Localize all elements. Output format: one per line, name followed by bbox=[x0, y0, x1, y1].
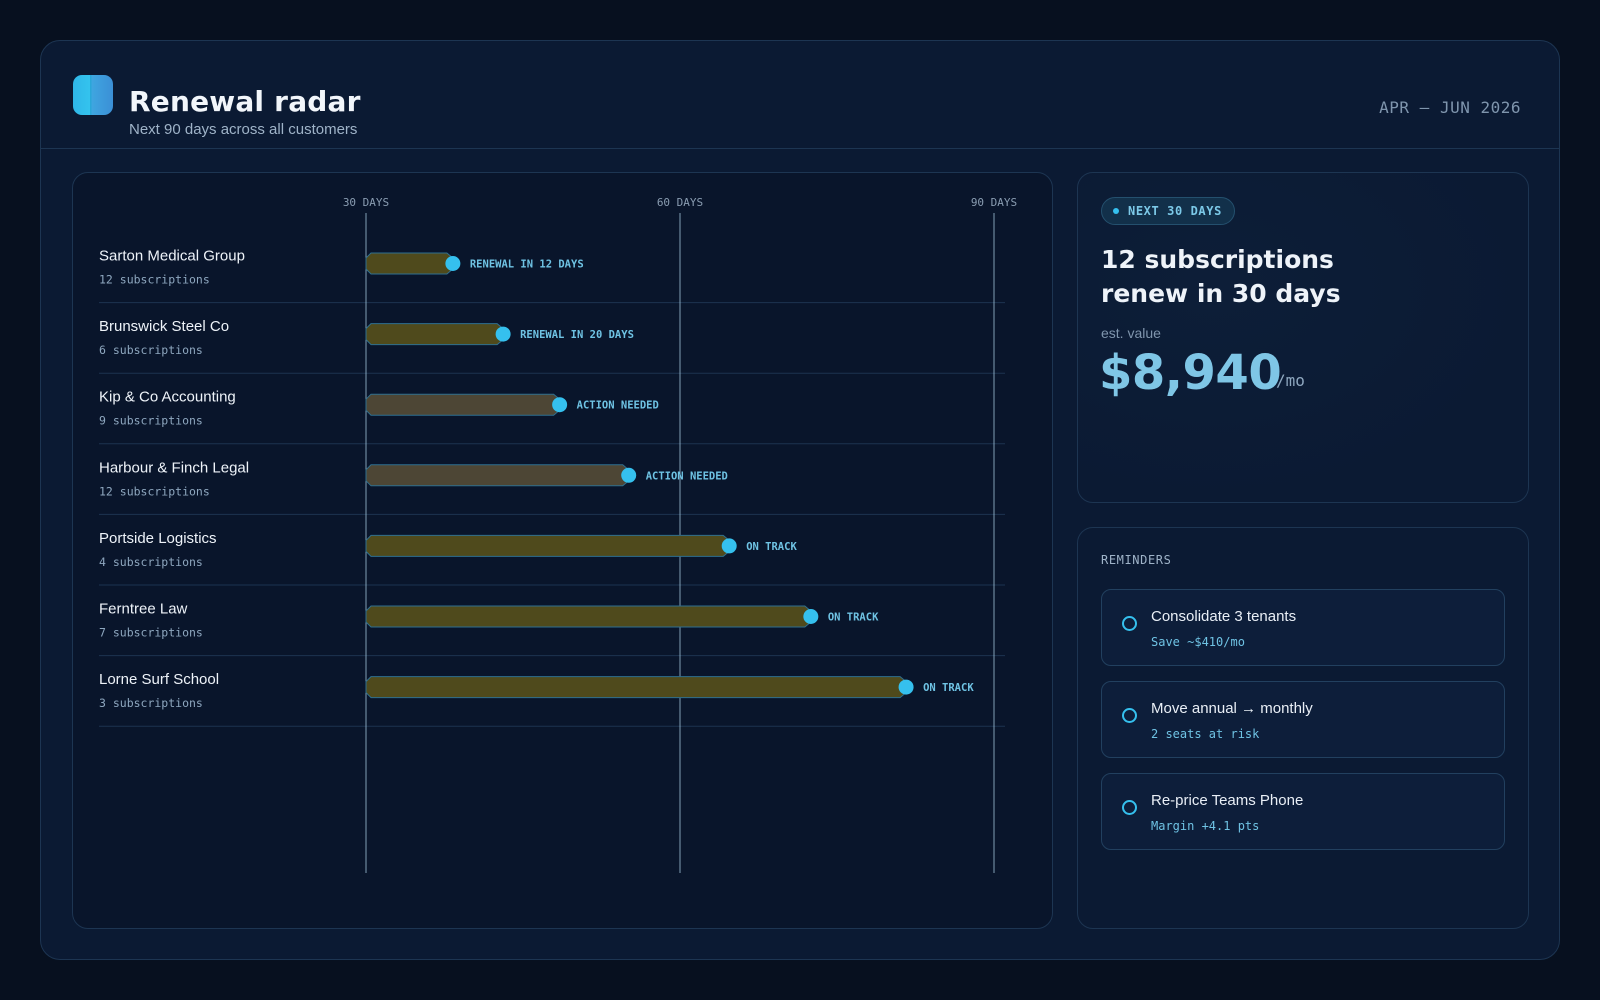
renewal-marker-dot bbox=[721, 538, 737, 554]
status-label: ACTION NEEDED bbox=[646, 470, 728, 482]
renewal-marker-dot bbox=[898, 679, 914, 695]
subscription-count: 12 subscriptions bbox=[99, 484, 210, 498]
customer-name: Kip & Co Accounting bbox=[99, 389, 236, 406]
header: Renewal radar Next 90 days across all cu… bbox=[41, 41, 1559, 149]
tick-label: 60 DAYS bbox=[657, 196, 703, 209]
customer-name: Harbour & Finch Legal bbox=[99, 459, 249, 476]
reminder-title: Re-price Teams Phone bbox=[1151, 792, 1304, 809]
renewal-bar bbox=[365, 252, 454, 275]
subscription-count: 12 subscriptions bbox=[99, 273, 210, 287]
customer-name: Portside Logistics bbox=[99, 530, 217, 547]
reminder-item[interactable]: Move annual → monthly 2 seats at risk bbox=[1101, 681, 1505, 758]
status-label: ON TRACK bbox=[828, 612, 879, 624]
chip-label: NEXT 30 DAYS bbox=[1128, 204, 1222, 218]
reminder-note: Margin +4.1 pts bbox=[1151, 819, 1260, 833]
chip-dot-icon bbox=[1113, 208, 1119, 214]
renewal-bar bbox=[365, 393, 561, 416]
subscription-count: 9 subscriptions bbox=[99, 414, 203, 428]
est-value-unit: /mo bbox=[1276, 371, 1305, 390]
summary-headline: 12 subscriptions renew in 30 days bbox=[1101, 245, 1341, 308]
reminder-item[interactable]: Consolidate 3 tenants Save ~$410/mo bbox=[1101, 589, 1505, 666]
reminders-panel: REMINDERS Consolidate 3 tenants Save ~$4… bbox=[1077, 527, 1529, 929]
status-label: ON TRACK bbox=[746, 541, 797, 553]
renewal-bar bbox=[365, 605, 812, 628]
reminder-note: Save ~$410/mo bbox=[1151, 635, 1245, 649]
est-value-label: est. value bbox=[1101, 325, 1161, 341]
status-label: ON TRACK bbox=[923, 682, 974, 694]
reminders-title: REMINDERS bbox=[1101, 553, 1172, 567]
reminder-title: Move annual → monthly bbox=[1151, 700, 1313, 717]
status-label: RENEWAL IN 20 DAYS bbox=[520, 329, 634, 341]
period-chip[interactable]: NEXT 30 DAYS bbox=[1101, 197, 1235, 225]
reminder-item[interactable]: Re-price Teams Phone Margin +4.1 pts bbox=[1101, 773, 1505, 850]
status-label: ACTION NEEDED bbox=[577, 400, 659, 412]
radio-circle-icon[interactable] bbox=[1122, 708, 1137, 723]
renewal-bar bbox=[365, 534, 730, 557]
est-value: $8,940 bbox=[1099, 345, 1282, 401]
renewal-marker-dot bbox=[621, 467, 637, 483]
app-logo-icon bbox=[73, 75, 113, 115]
renewal-marker-dot bbox=[495, 326, 511, 342]
radio-circle-icon[interactable] bbox=[1122, 800, 1137, 815]
renewal-timeline-chart: 30 DAYS 60 DAYS 90 DAYS Sarton Medical Grou… bbox=[72, 172, 1053, 929]
status-label: RENEWAL IN 12 DAYS bbox=[470, 259, 584, 271]
summary-card: NEXT 30 DAYS 12 subscriptions renew in 3… bbox=[1077, 172, 1529, 503]
subscription-count: 6 subscriptions bbox=[99, 343, 203, 357]
page-title: Renewal radar bbox=[129, 85, 361, 118]
renewal-bar bbox=[365, 676, 907, 699]
subscription-count: 4 subscriptions bbox=[99, 555, 203, 569]
chart-svg: 30 DAYS 60 DAYS 90 DAYS Sarton Medical Grou… bbox=[99, 196, 1017, 873]
tick-label: 90 DAYS bbox=[971, 196, 1017, 209]
renewal-marker-dot bbox=[552, 397, 568, 413]
subscription-count: 7 subscriptions bbox=[99, 626, 203, 640]
customer-name: Brunswick Steel Co bbox=[99, 318, 229, 335]
tick-label: 30 DAYS bbox=[343, 196, 389, 209]
reminder-note: 2 seats at risk bbox=[1151, 727, 1260, 741]
page-subtitle: Next 90 days across all customers bbox=[129, 121, 358, 138]
date-range[interactable]: APR – JUN 2026 bbox=[1379, 98, 1521, 117]
customer-name: Lorne Surf School bbox=[99, 671, 219, 688]
subscription-count: 3 subscriptions bbox=[99, 696, 203, 710]
customer-name: Sarton Medical Group bbox=[99, 248, 245, 265]
renewal-bar bbox=[365, 323, 504, 346]
reminder-title: Consolidate 3 tenants bbox=[1151, 608, 1297, 625]
renewal-marker-dot bbox=[445, 256, 461, 271]
renewal-marker-dot bbox=[803, 609, 819, 624]
renewal-bar bbox=[365, 464, 630, 487]
radio-circle-icon[interactable] bbox=[1122, 616, 1137, 631]
customer-name: Ferntree Law bbox=[99, 601, 188, 618]
